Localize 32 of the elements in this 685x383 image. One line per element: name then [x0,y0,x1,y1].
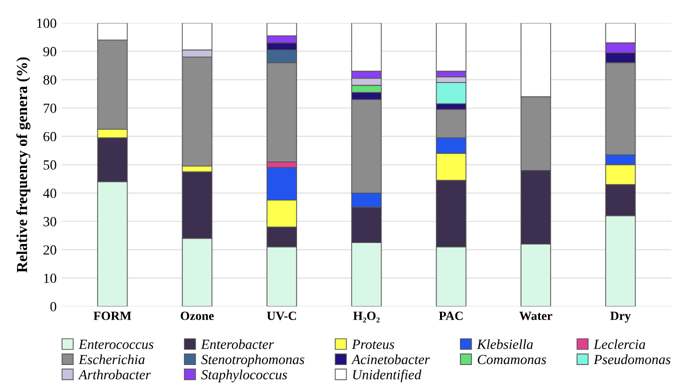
x-tick-label: UV-C [266,312,296,320]
x-tick-label: Water [519,312,552,320]
legend-label: Comamonas [478,354,546,364]
x-tick-label: Dry [610,312,631,323]
y-tick-label: 60 [43,132,56,142]
x-tick-label: FORM [94,312,132,320]
y-tick-label: 80 [43,75,56,85]
y-tick-label: 100 [37,18,56,28]
legend-label: Enterococcus [78,340,154,350]
legend-label: Proteus [352,340,394,350]
legend-label: Pseudomonas [594,354,670,364]
legend-label: Unidentified [353,369,422,382]
y-tick-label: 20 [44,245,56,255]
legend-label: Klebsiella [476,339,533,350]
legend-label: Arthrobacter [78,370,151,380]
legend-label: Acinetobacter [351,354,430,364]
y-tick-label: 10 [44,274,56,284]
x-tick-label: H₂O₂ [353,312,380,322]
legend-label: Enterobacter [200,339,274,350]
y-tick-label: 50 [44,160,56,170]
y-tick-label: 40 [43,188,56,198]
legend-label: Escherichia [78,354,145,364]
x-tick-label: PAC [438,312,463,320]
legend-label: Staphylococcus [201,370,288,382]
y-axis-title: Relative frequency of genera (%) [16,57,30,272]
x-tick-label: Ozone [180,312,214,320]
y-tick-label: 70 [44,104,56,113]
y-tick-label: 30 [44,216,56,226]
y-tick-label: 0 [50,302,56,312]
legend-label: Leclercia [594,339,646,350]
y-tick-label: 90 [43,46,56,56]
legend-label: Stenotrophomonas [201,354,304,368]
